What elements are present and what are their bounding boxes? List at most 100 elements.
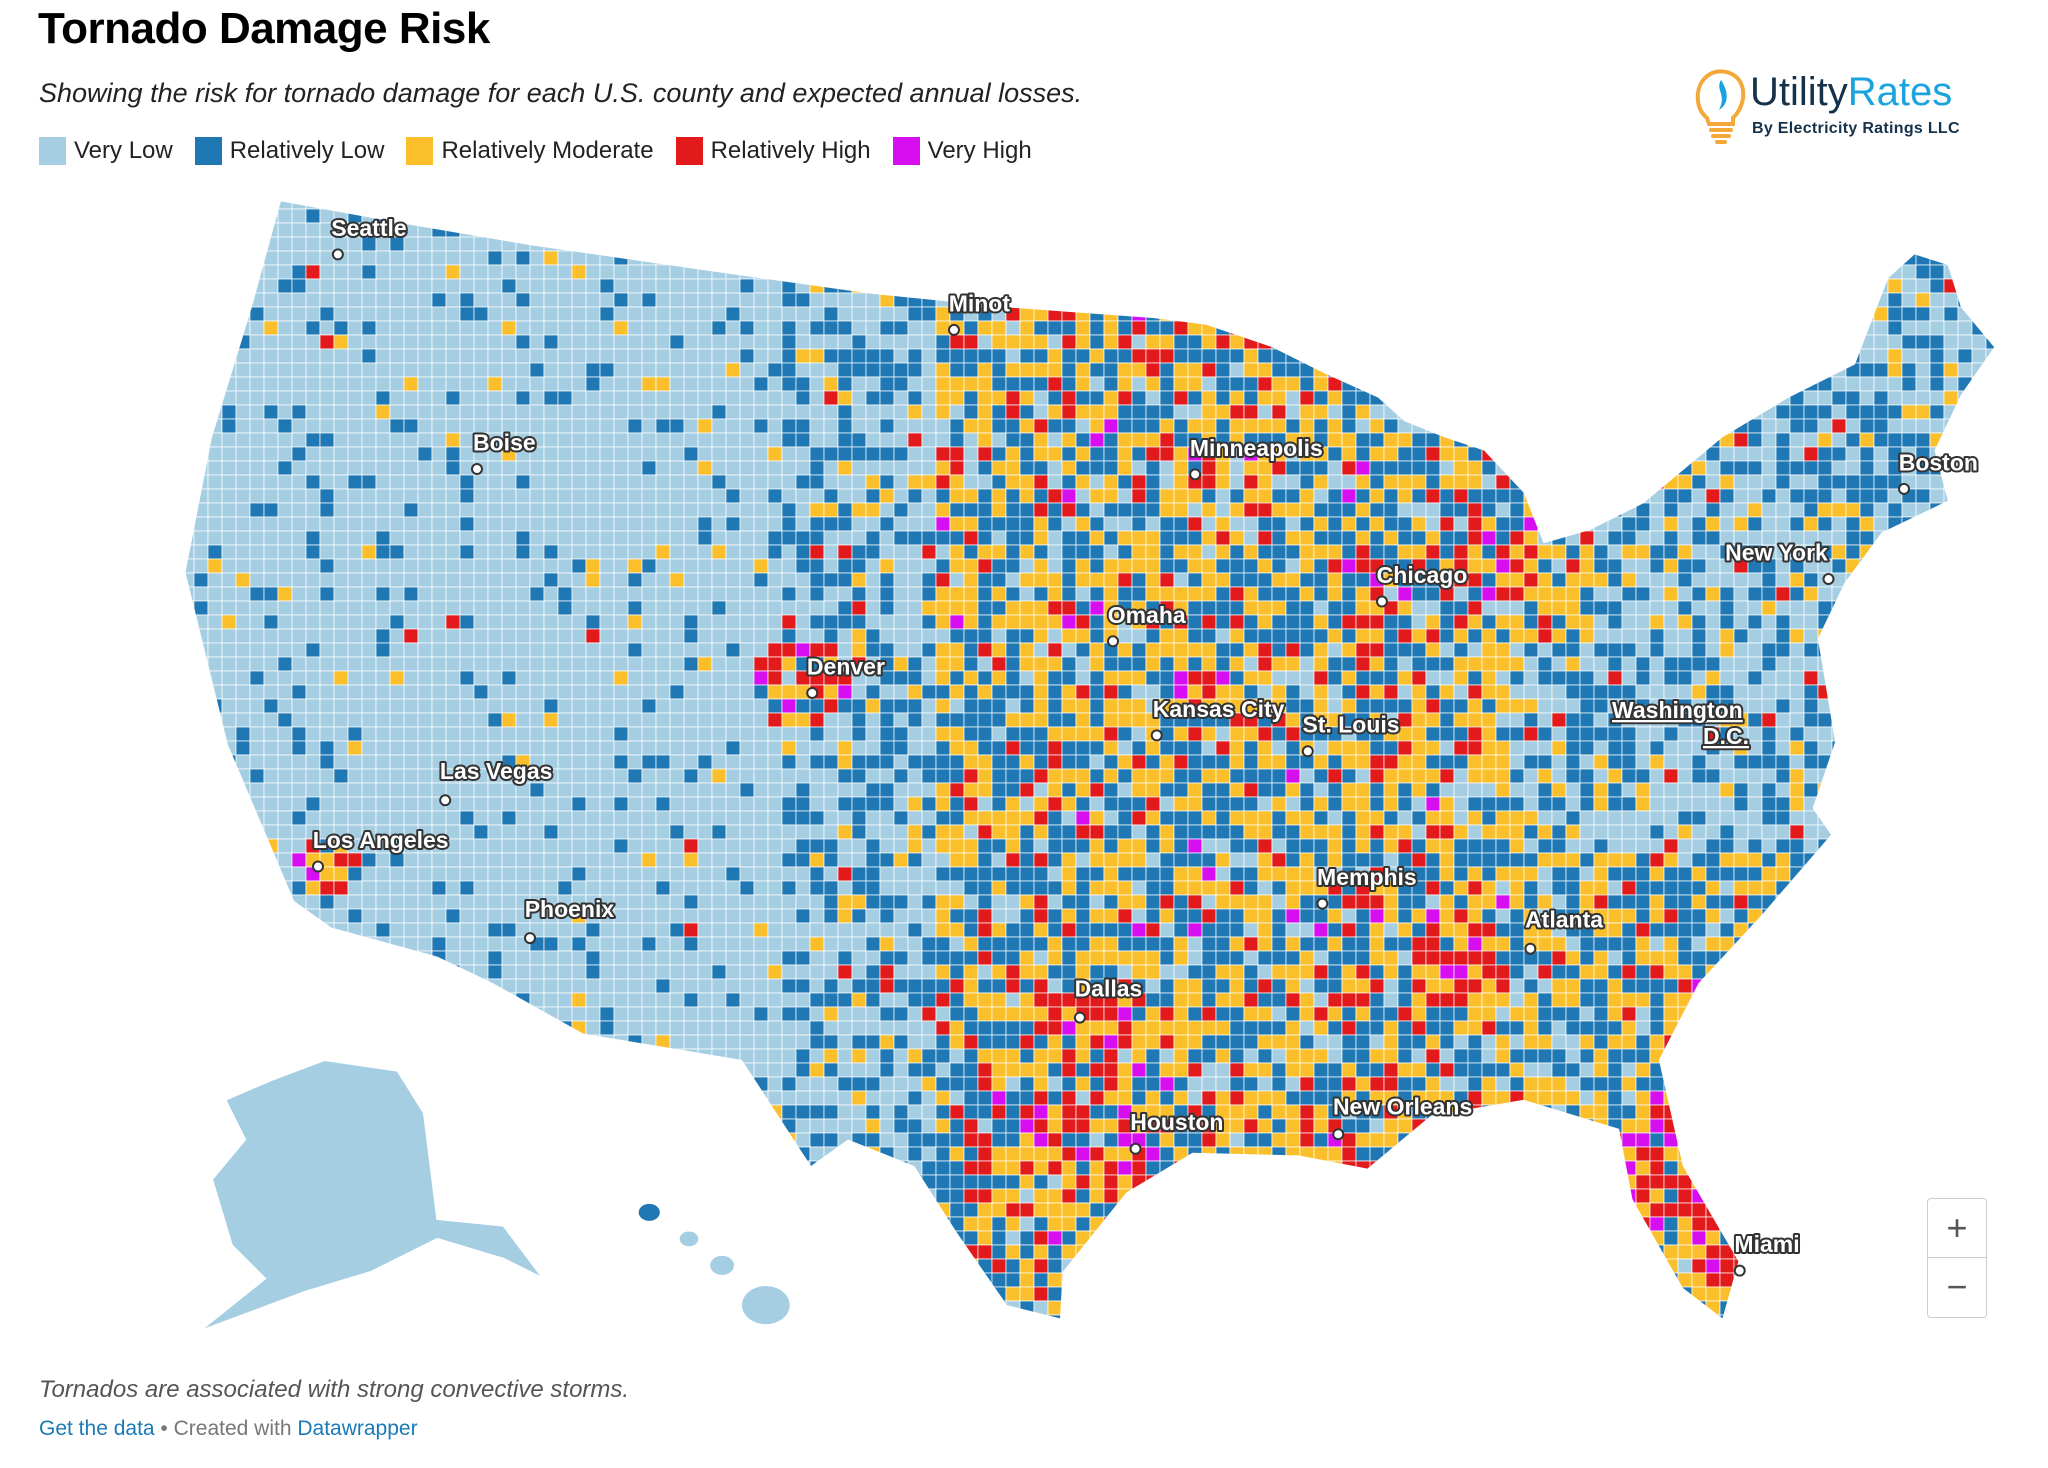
county-cell[interactable] — [1411, 600, 1427, 616]
county-cell[interactable] — [1103, 390, 1119, 406]
county-cell[interactable] — [697, 320, 713, 336]
county-cell[interactable] — [571, 474, 587, 490]
county-cell[interactable] — [963, 195, 979, 210]
county-cell[interactable] — [403, 278, 419, 294]
county-cell[interactable] — [1425, 195, 1441, 210]
county-cell[interactable] — [669, 670, 685, 686]
county-cell[interactable] — [1593, 334, 1609, 350]
county-cell[interactable] — [543, 404, 559, 420]
county-cell[interactable] — [1481, 670, 1497, 686]
county-cell[interactable] — [949, 642, 965, 658]
county-cell[interactable] — [1159, 516, 1175, 532]
county-cell[interactable] — [1159, 544, 1175, 560]
county-cell[interactable] — [375, 488, 391, 504]
county-cell[interactable] — [1145, 404, 1161, 420]
county-cell[interactable] — [389, 614, 405, 630]
county-cell[interactable] — [669, 320, 685, 336]
county-cell[interactable] — [1691, 348, 1707, 364]
county-cell[interactable] — [375, 446, 391, 462]
county-cell[interactable] — [1915, 558, 1931, 574]
county-cell[interactable] — [459, 530, 475, 546]
county-cell[interactable] — [180, 362, 195, 378]
county-cell[interactable] — [1117, 348, 1133, 364]
county-cell[interactable] — [921, 600, 937, 616]
county-cell[interactable] — [1593, 222, 1609, 238]
county-cell[interactable] — [180, 195, 195, 210]
county-cell[interactable] — [1467, 250, 1483, 266]
county-cell[interactable] — [249, 446, 265, 462]
county-cell[interactable] — [347, 712, 363, 728]
county-cell[interactable] — [193, 600, 209, 616]
county-cell[interactable] — [1313, 530, 1329, 546]
county-cell[interactable] — [1859, 670, 1875, 686]
county-cell[interactable] — [1481, 502, 1497, 518]
county-cell[interactable] — [1719, 586, 1735, 602]
county-cell[interactable] — [1943, 334, 1959, 350]
county-cell[interactable] — [1705, 628, 1721, 644]
county-cell[interactable] — [375, 712, 391, 728]
county-cell[interactable] — [655, 362, 671, 378]
county-cell[interactable] — [263, 656, 279, 672]
county-cell[interactable] — [725, 474, 741, 490]
county-cell[interactable] — [739, 376, 755, 392]
county-cell[interactable] — [1831, 460, 1847, 476]
county-cell[interactable] — [1873, 195, 1889, 210]
county-cell[interactable] — [1957, 278, 1973, 294]
county-cell[interactable] — [1369, 334, 1385, 350]
county-cell[interactable] — [1719, 195, 1735, 210]
county-cell[interactable] — [1523, 278, 1539, 294]
county-cell[interactable] — [1215, 334, 1231, 350]
county-cell[interactable] — [263, 236, 279, 252]
county-cell[interactable] — [1243, 264, 1259, 280]
county-cell[interactable] — [1047, 390, 1063, 406]
county-cell[interactable] — [795, 334, 811, 350]
county-cell[interactable] — [753, 586, 769, 602]
county-cell[interactable] — [697, 292, 713, 308]
county-cell[interactable] — [305, 334, 321, 350]
county-cell[interactable] — [599, 362, 615, 378]
county-cell[interactable] — [1733, 250, 1749, 266]
county-cell[interactable] — [935, 208, 951, 224]
county-cell[interactable] — [795, 446, 811, 462]
county-cell[interactable] — [949, 474, 965, 490]
county-cell[interactable] — [1425, 362, 1441, 378]
county-cell[interactable] — [1397, 306, 1413, 322]
county-cell[interactable] — [557, 614, 573, 630]
county-cell[interactable] — [249, 586, 265, 602]
county-cell[interactable] — [1607, 222, 1623, 238]
county-cell[interactable] — [1663, 362, 1679, 378]
county-cell[interactable] — [753, 236, 769, 252]
county-cell[interactable] — [1229, 264, 1245, 280]
county-cell[interactable] — [1495, 292, 1511, 308]
county-cell[interactable] — [1117, 502, 1133, 518]
county-cell[interactable] — [1593, 628, 1609, 644]
county-cell[interactable] — [529, 292, 545, 308]
county-cell[interactable] — [1089, 656, 1105, 672]
county-cell[interactable] — [1327, 320, 1343, 336]
county-cell[interactable] — [991, 264, 1007, 280]
county-cell[interactable] — [585, 334, 601, 350]
county-cell[interactable] — [417, 642, 433, 658]
county-cell[interactable] — [1397, 544, 1413, 560]
county-cell[interactable] — [1789, 516, 1805, 532]
county-cell[interactable] — [1047, 614, 1063, 630]
county-cell[interactable] — [473, 390, 489, 406]
county-cell[interactable] — [1775, 306, 1791, 322]
county-cell[interactable] — [1061, 628, 1077, 644]
county-cell[interactable] — [1061, 320, 1077, 336]
county-cell[interactable] — [1607, 292, 1623, 308]
county-cell[interactable] — [249, 488, 265, 504]
county-cell[interactable] — [1915, 642, 1931, 658]
county-cell[interactable] — [921, 390, 937, 406]
county-cell[interactable] — [1271, 488, 1287, 504]
county-cell[interactable] — [347, 628, 363, 644]
county-cell[interactable] — [907, 222, 923, 238]
county-cell[interactable] — [235, 572, 251, 588]
county-cell[interactable] — [1789, 208, 1805, 224]
county-cell[interactable] — [529, 320, 545, 336]
county-cell[interactable] — [655, 432, 671, 448]
county-cell[interactable] — [949, 404, 965, 420]
county-cell[interactable] — [1201, 558, 1217, 574]
county-cell[interactable] — [473, 278, 489, 294]
county-cell[interactable] — [669, 544, 685, 560]
